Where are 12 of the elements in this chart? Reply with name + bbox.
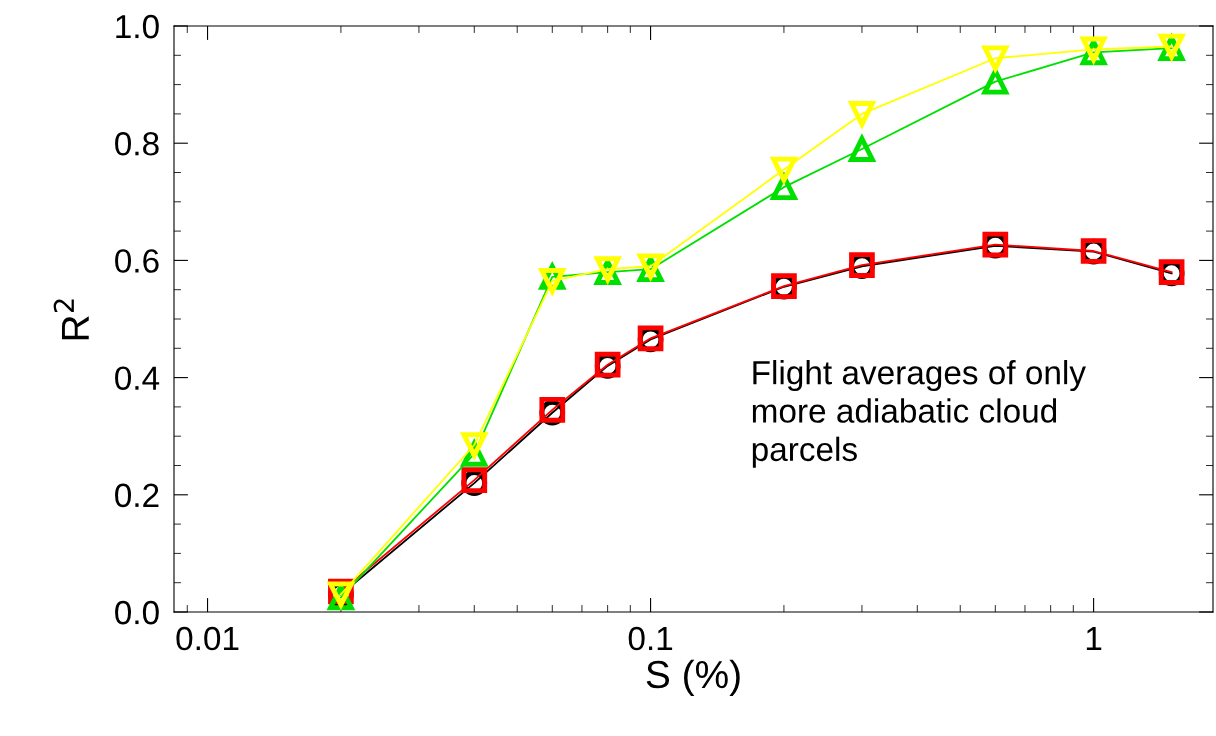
x-tick-label: 0.01 (176, 626, 239, 651)
x-tick-label: 1 (1086, 627, 1102, 651)
x-tick-label: 0.1 (628, 626, 673, 651)
y-tick-label: 1.0 (116, 14, 159, 39)
y-tick-label: 0.8 (115, 132, 159, 156)
y-tick-label: 0.0 (115, 600, 159, 625)
y-tick-label: 0.4 (115, 366, 160, 391)
annotation: Flight averages of only more adiabatic cloud parcels (752, 360, 1086, 468)
y-tick-label: 0.6 (115, 249, 159, 273)
x-axis-title: S (%) (646, 659, 740, 696)
y-axis-title: R$^{2}$ (53, 299, 89, 340)
y-tick-label: 0.2 (115, 483, 159, 508)
